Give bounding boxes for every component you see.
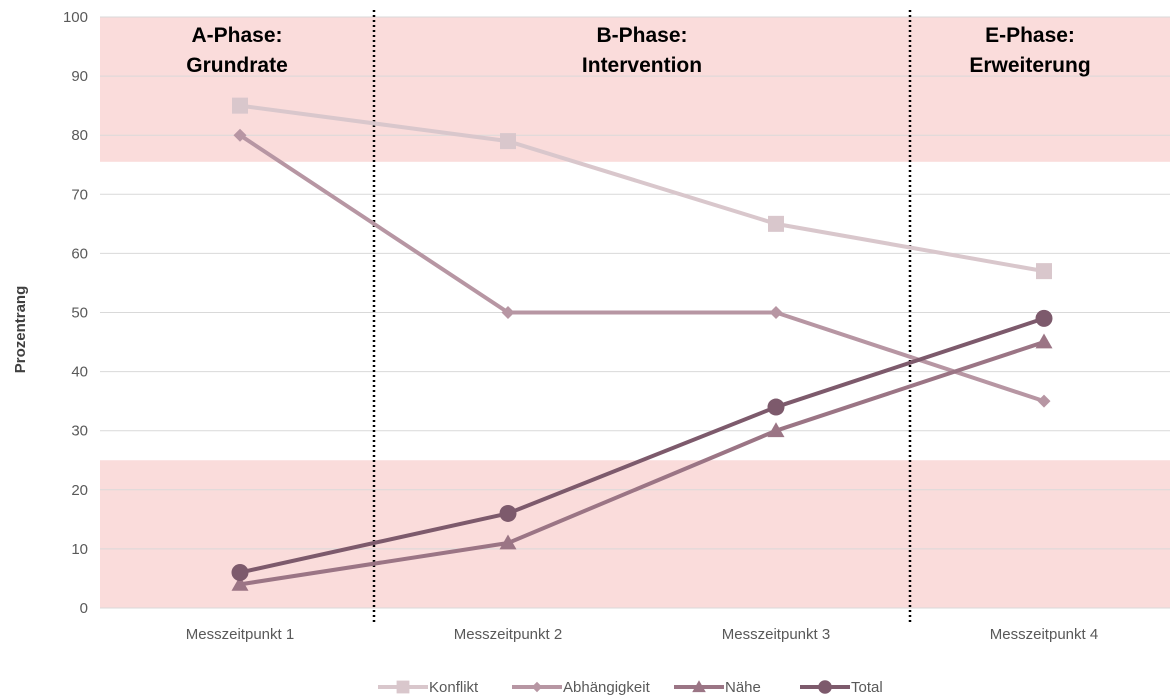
legend-marker-konflikt [396, 680, 410, 694]
phase-title-1: A-Phase: [191, 24, 282, 47]
x-tick-label-4: Messzeitpunkt 4 [990, 626, 1098, 643]
y-tick-label-70: 70 [71, 186, 88, 203]
phase-title-2: B-Phase: [596, 24, 687, 47]
y-tick-label-20: 20 [71, 482, 88, 499]
y-tick-label-30: 30 [71, 423, 88, 440]
point-total-3 [767, 398, 785, 416]
point-naehe-3 [767, 422, 785, 438]
point-abhaengigkeit-4 [1037, 394, 1051, 408]
y-tick-label-80: 80 [71, 127, 88, 144]
shaded-band-2 [100, 460, 1170, 608]
series-line-total [238, 316, 1046, 575]
y-axis-label: Prozentrang [12, 286, 29, 374]
point-konflikt-4 [1036, 263, 1052, 280]
phase-subtitle-2: Intervention [582, 54, 702, 77]
point-total-2 [499, 504, 517, 522]
legend-marker-naehe [692, 680, 706, 693]
y-tick-label-90: 90 [71, 68, 88, 85]
series-line-abhaengigkeit [238, 133, 1046, 404]
point-konflikt-1 [232, 97, 248, 114]
legend-label-abhaengigkeit: Abhängigkeit [563, 679, 651, 695]
x-tick-label-3: Messzeitpunkt 3 [722, 626, 830, 643]
y-tick-label-0: 0 [80, 600, 88, 617]
phase-subtitle-3: Erweiterung [969, 54, 1090, 77]
point-total-4 [1035, 309, 1053, 327]
point-konflikt-3 [768, 215, 784, 232]
phase-title-3: E-Phase: [985, 24, 1075, 47]
point-naehe-2 [499, 534, 517, 550]
point-naehe-4 [1035, 333, 1053, 349]
legend-marker-total [818, 680, 832, 694]
y-tick-label-50: 50 [71, 305, 88, 322]
y-tick-label-10: 10 [71, 541, 88, 558]
x-tick-label-2: Messzeitpunkt 2 [454, 626, 562, 643]
point-konflikt-2 [500, 133, 516, 150]
legend-marker-abhaengigkeit [531, 681, 543, 693]
legend-label-konflikt: Konflikt [429, 679, 479, 695]
x-tick-label-1: Messzeitpunkt 1 [186, 626, 294, 643]
point-abhaengigkeit-1 [233, 128, 247, 142]
point-total-1 [231, 564, 249, 582]
series-line-naehe [238, 340, 1046, 587]
point-naehe-1 [231, 575, 249, 591]
y-tick-label-40: 40 [71, 364, 88, 381]
y-tick-label-60: 60 [71, 245, 88, 262]
y-tick-label-100: 100 [63, 9, 88, 26]
legend-label-total: Total [851, 679, 883, 695]
phase-subtitle-1: Grundrate [186, 54, 288, 77]
shaded-band-1 [100, 17, 1170, 162]
legend-label-naehe: Nähe [725, 679, 761, 695]
point-abhaengigkeit-2 [501, 306, 515, 319]
point-abhaengigkeit-3 [769, 306, 783, 319]
series-line-konflikt [238, 103, 1046, 274]
